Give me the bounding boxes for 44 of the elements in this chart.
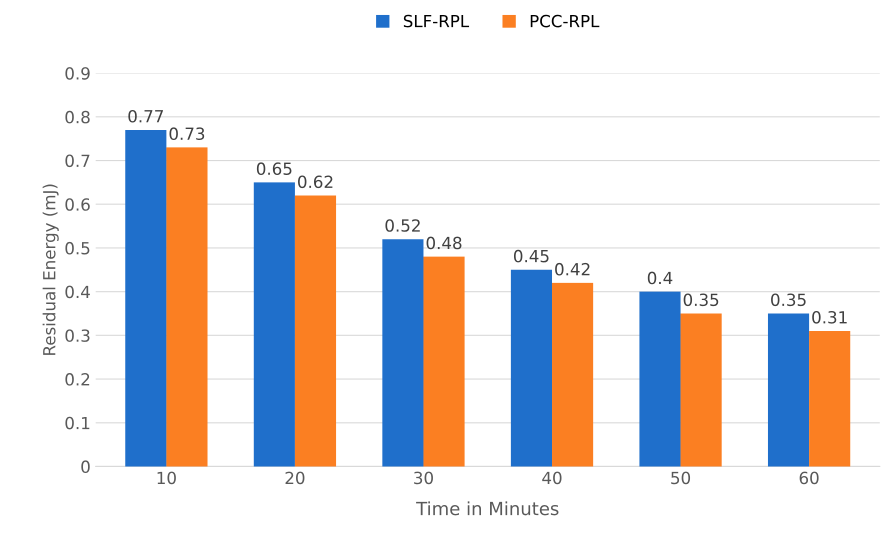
x-tick-label: 30 [414,472,433,484]
bar [639,292,681,466]
y-tick-label: 0.8 [65,110,90,124]
legend-label: PCC-RPL [530,14,600,28]
bar [382,239,424,466]
data-label: 0.77 [128,110,163,123]
data-label: 0.35 [771,294,806,306]
data-label: 0.65 [256,162,292,175]
data-label: 0.42 [555,262,590,276]
y-tick-label: 0.2 [65,373,90,386]
data-label: 0.48 [426,236,462,250]
data-label: 0.31 [812,310,847,324]
bar [552,282,594,466]
y-tick-label: 0.4 [65,286,90,298]
legend-label: SLF-RPL [404,14,470,28]
y-axis-title: Residual Energy (mJ) [42,184,59,355]
x-tick-label: 20 [286,472,304,484]
bar [294,196,336,466]
y-tick-label: 0.9 [65,67,90,80]
y-tick-label: 0.3 [65,329,90,342]
bar [768,314,810,466]
y-tick-label: 0.1 [65,416,90,430]
y-tick-label: 0 [81,460,90,474]
x-tick-label: 10 [158,472,176,484]
bar [809,330,850,466]
data-label: 0.35 [684,294,718,306]
x-tick-label: 50 [671,472,690,484]
data-label: 0.73 [170,127,204,140]
x-axis-title: Time in Minutes [416,501,558,516]
bar [680,314,722,466]
data-label: 0.52 [385,219,420,232]
y-tick-label: 0.5 [65,242,90,255]
bar [254,182,295,466]
bar [510,270,552,466]
bar [166,147,208,466]
x-tick-label: 40 [542,472,562,484]
y-tick-label: 0.7 [65,154,90,168]
x-tick-label: 60 [800,472,819,484]
y-tick-label: 0.6 [65,198,90,211]
data-label: 0.4 [648,272,672,284]
bar [125,130,166,466]
data-label: 0.45 [514,250,549,262]
bar [423,256,465,466]
data-label: 0.62 [298,176,332,188]
